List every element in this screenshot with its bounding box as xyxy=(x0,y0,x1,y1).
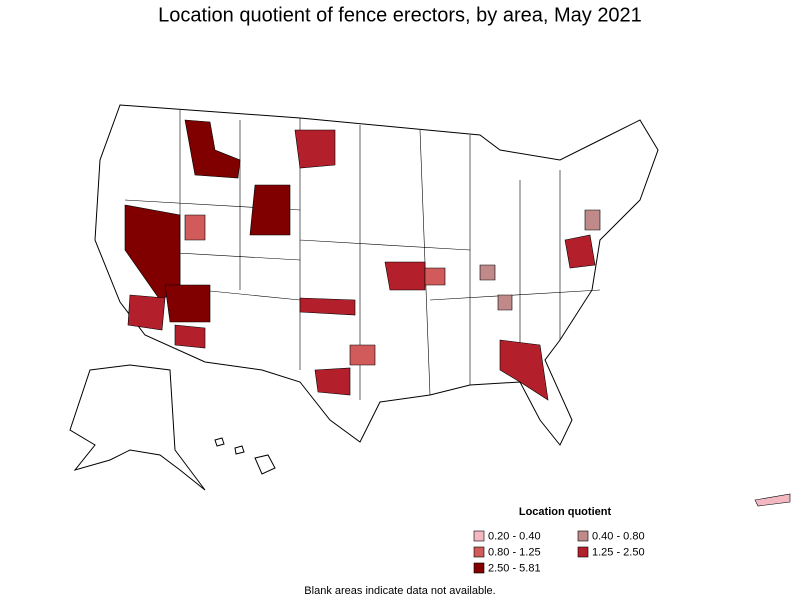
legend-label: 0.80 - 1.25 xyxy=(488,546,541,558)
map-title: Location quotient of fence erectors, by … xyxy=(158,4,642,26)
area xyxy=(349,344,376,366)
area xyxy=(384,261,426,291)
legend-swatch xyxy=(577,530,589,542)
legend-swatch xyxy=(577,546,589,558)
area xyxy=(184,119,241,179)
area xyxy=(497,294,513,311)
legend-label: 1.25 - 2.50 xyxy=(592,546,645,558)
footnote: Blank areas indicate data not available. xyxy=(304,585,495,597)
area xyxy=(299,297,356,316)
state-lines xyxy=(124,110,601,400)
area xyxy=(249,184,291,236)
area xyxy=(424,267,446,286)
alaska xyxy=(69,364,206,491)
legend-title: Location quotient xyxy=(519,506,612,518)
legend-swatch xyxy=(473,562,485,574)
area xyxy=(564,234,596,269)
legend-label: 0.40 - 0.80 xyxy=(592,530,645,542)
area xyxy=(127,294,166,331)
area xyxy=(754,493,791,507)
area xyxy=(294,129,336,169)
area xyxy=(584,209,601,231)
area xyxy=(479,264,496,281)
area xyxy=(184,214,206,241)
area xyxy=(499,339,549,401)
area xyxy=(174,324,206,349)
legend-label: 0.20 - 0.40 xyxy=(488,530,541,542)
legend-swatch xyxy=(473,530,485,542)
area xyxy=(164,284,211,323)
hawaii xyxy=(214,437,276,475)
legend-label: 2.50 - 5.81 xyxy=(488,562,541,574)
area xyxy=(314,367,351,396)
legend-swatch xyxy=(473,546,485,558)
